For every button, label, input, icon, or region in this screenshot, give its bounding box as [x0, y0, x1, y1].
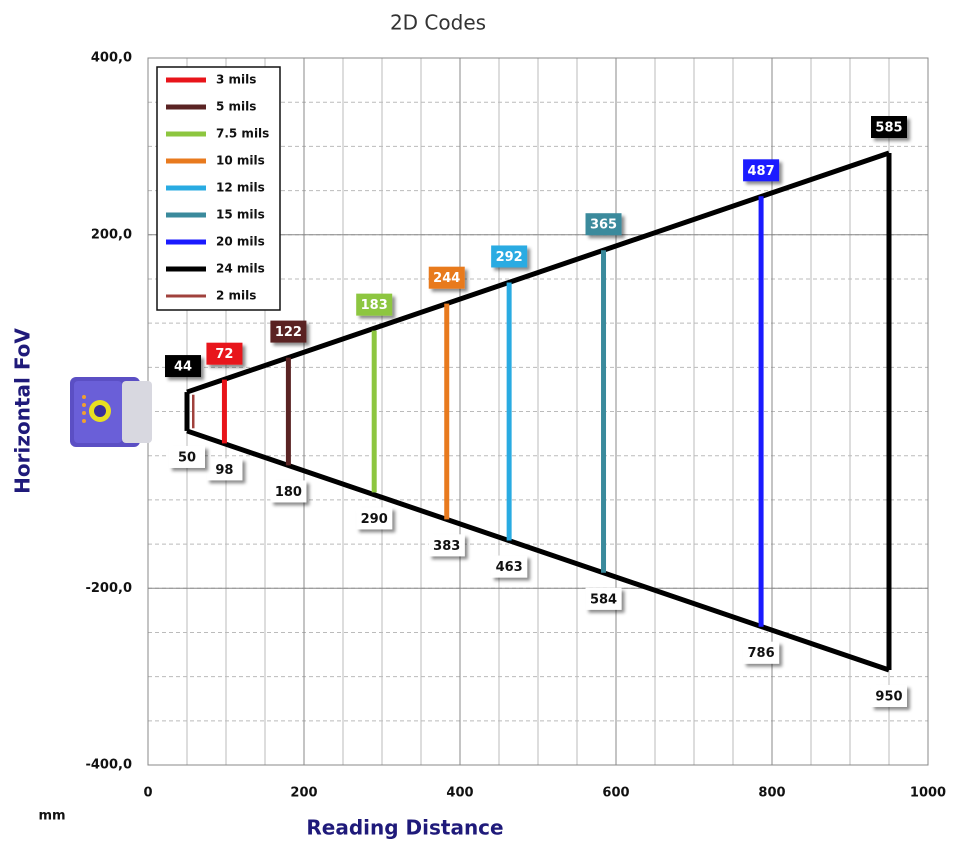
value-label: 463 — [491, 555, 528, 578]
value-label-box — [206, 458, 243, 481]
value-label: 180 — [270, 480, 307, 503]
value-label-box — [356, 293, 393, 316]
legend-label: 5 mils — [216, 100, 256, 114]
value-label-text: 122 — [275, 325, 302, 340]
value-label: 244 — [428, 266, 465, 289]
value-label-text: 383 — [433, 539, 460, 554]
value-label-text: 292 — [496, 250, 523, 265]
unit-label: mm — [38, 809, 65, 824]
value-label-box — [428, 534, 465, 557]
x-tick-label: 0 — [143, 786, 152, 801]
y-tick-label: -400,0 — [85, 758, 132, 773]
x-tick-label: 800 — [758, 786, 785, 801]
value-label: 290 — [356, 507, 393, 530]
envelope-bottom — [186, 428, 890, 673]
x-tick-label: 1000 — [910, 786, 946, 801]
scanner-icon — [70, 377, 152, 447]
value-label: 950 — [871, 684, 907, 707]
value-label-box — [356, 507, 393, 530]
value-label-box — [871, 116, 907, 139]
value-label: 44 — [165, 355, 201, 378]
legend-label: 3 mils — [216, 73, 256, 87]
x-tick-label: 400 — [446, 786, 473, 801]
value-label-text: 98 — [215, 463, 233, 478]
value-label: 292 — [491, 245, 528, 268]
marks: 72 98 122 180 183 290 244 383 292 463 365 584 487 786… — [165, 116, 907, 707]
value-label: 183 — [356, 293, 393, 316]
value-label-text: 487 — [748, 164, 775, 179]
value-label-box — [169, 445, 205, 468]
legend-label: 7.5 mils — [216, 127, 269, 141]
value-label-text: 290 — [361, 512, 388, 527]
y-tick-label: 200,0 — [91, 227, 132, 242]
legend: 3 mils 5 mils 7.5 mils 10 mils 12 mils 15 mil… — [156, 66, 281, 311]
value-label: 383 — [428, 534, 465, 557]
value-label-text: 584 — [590, 592, 617, 607]
y-axis-title: Horizontal FoV — [11, 328, 35, 494]
value-label-box — [743, 641, 780, 664]
value-label: 585 — [871, 116, 907, 139]
value-label-text: 365 — [590, 218, 617, 233]
value-label-text: 72 — [215, 347, 233, 362]
legend-label: 12 mils — [216, 181, 265, 195]
value-label-text: 463 — [496, 560, 523, 575]
legend-label: 20 mils — [216, 235, 265, 249]
value-label: 487 — [743, 159, 780, 182]
value-label: 786 — [743, 641, 780, 664]
x-tick-label: 600 — [602, 786, 629, 801]
value-label-box — [743, 159, 780, 182]
value-label-text: 44 — [174, 360, 192, 375]
x-axis-title: Reading Distance — [306, 816, 503, 840]
value-label-box — [871, 684, 907, 707]
y-tick-label: -200,0 — [85, 581, 132, 596]
value-label-text: 786 — [748, 646, 775, 661]
chart-title: 2D Codes — [390, 11, 486, 35]
legend-label: 10 mils — [216, 154, 265, 168]
value-label-box — [491, 245, 528, 268]
value-label-text: 180 — [275, 485, 302, 500]
value-label-text: 183 — [361, 298, 388, 313]
value-label: 98 — [206, 458, 243, 481]
value-label-box — [206, 342, 243, 365]
y-tick-label: 400,0 — [91, 51, 132, 66]
value-label-box — [270, 320, 307, 343]
x-tick-label: 200 — [290, 786, 317, 801]
value-label-text: 950 — [875, 689, 902, 704]
legend-label: 2 mils — [216, 289, 256, 303]
value-label-box — [585, 587, 622, 610]
value-label-box — [428, 266, 465, 289]
value-label: 72 — [206, 342, 243, 365]
value-label: 50 — [169, 445, 205, 468]
value-label-box — [165, 355, 201, 378]
value-label: 122 — [270, 320, 307, 343]
envelope-top — [186, 150, 890, 395]
value-label: 584 — [585, 587, 622, 610]
value-label-text: 50 — [178, 450, 196, 465]
value-label-text: 244 — [433, 271, 460, 286]
value-label-box — [585, 213, 622, 236]
value-label: 365 — [585, 213, 622, 236]
value-label-box — [270, 480, 307, 503]
value-label-text: 585 — [875, 121, 902, 136]
legend-label: 24 mils — [216, 262, 265, 276]
legend-label: 15 mils — [216, 208, 265, 222]
value-label-box — [491, 555, 528, 578]
